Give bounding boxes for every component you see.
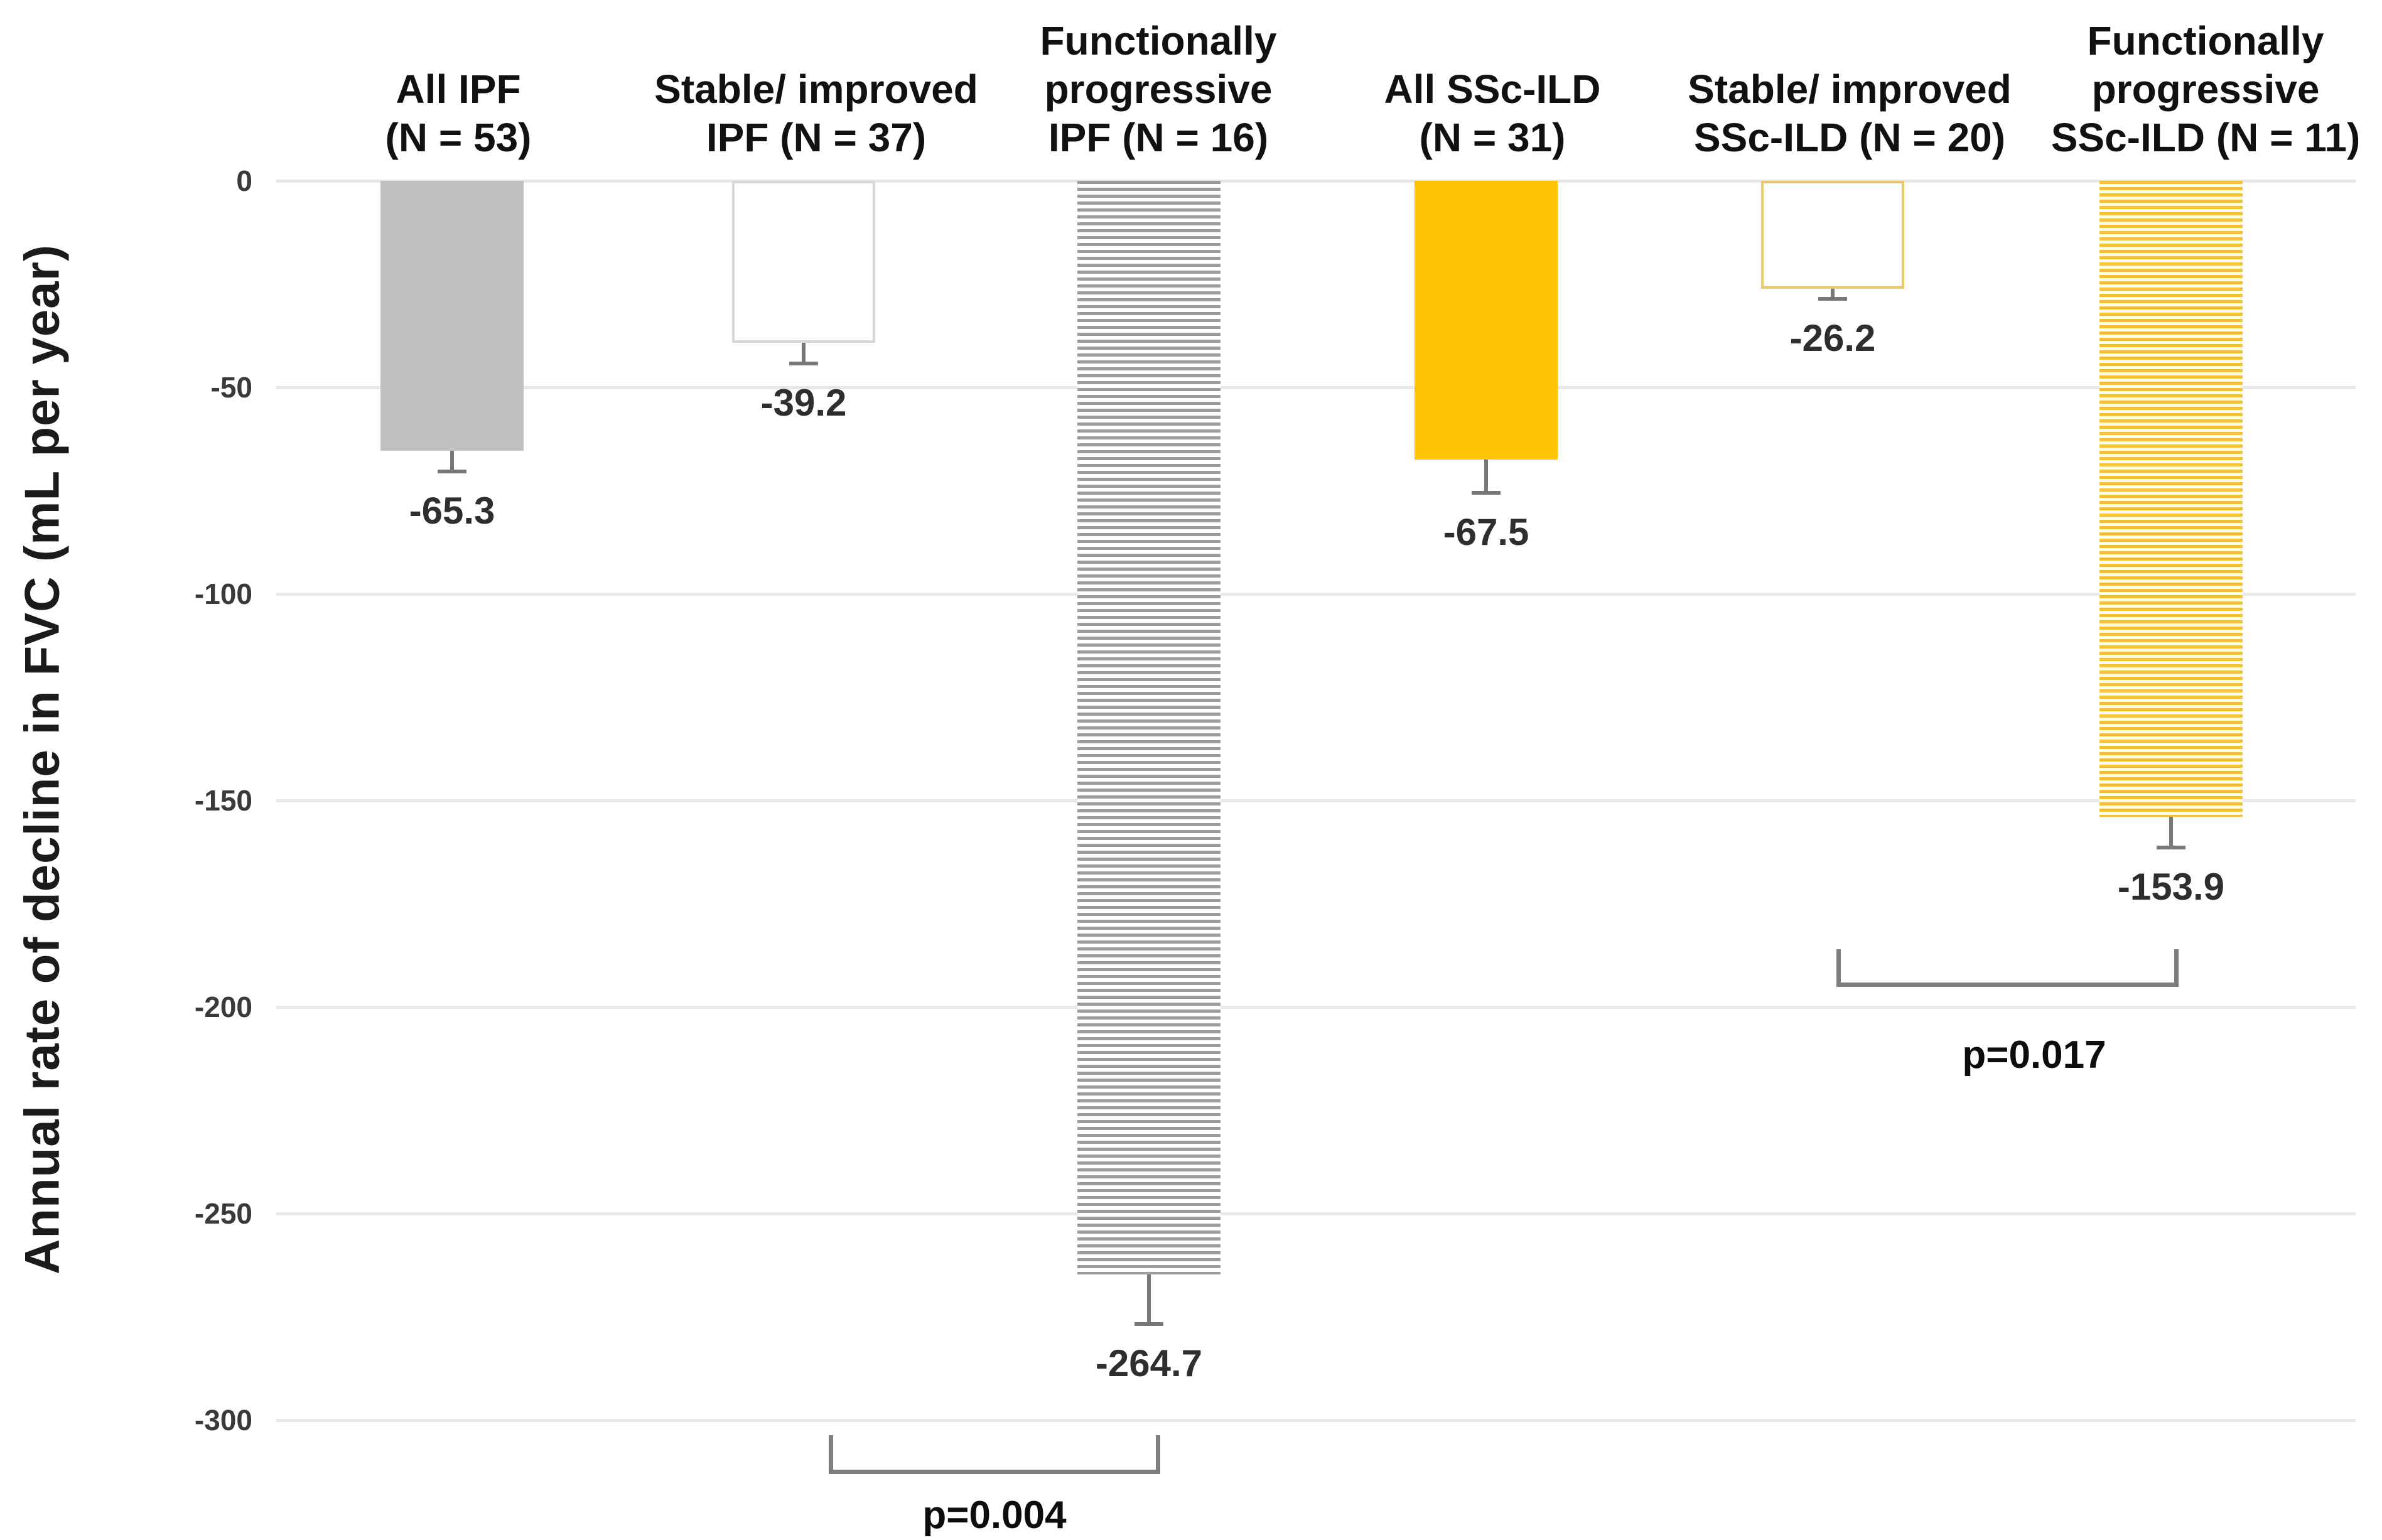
- y-tick-label: -300: [194, 1404, 252, 1436]
- bar-stripes-amber: [2099, 181, 2243, 817]
- bar-value-label: -153.9: [2117, 865, 2225, 908]
- bar-value-label: -65.3: [409, 489, 495, 532]
- error-bar-stem: [450, 450, 454, 471]
- y-tick-label: -200: [194, 991, 252, 1023]
- bar-value-label: -67.5: [1443, 511, 1529, 554]
- y-tick-label: -250: [194, 1197, 252, 1230]
- gridline: [276, 1006, 2356, 1009]
- bar-solid-amber: [1415, 181, 1558, 460]
- column-header: Functionally progressive IPF (N = 16): [1040, 18, 1277, 160]
- error-bar-cap: [2157, 845, 2185, 849]
- gridline: [276, 799, 2356, 802]
- significance-bracket: [829, 1435, 1160, 1474]
- error-bar-stem: [1147, 1274, 1151, 1324]
- gridline: [276, 386, 2356, 389]
- error-bar-stem: [2169, 816, 2173, 848]
- y-tick-label: 0: [236, 164, 252, 197]
- y-tick-label: -100: [194, 578, 252, 610]
- error-bar-stem: [802, 342, 806, 363]
- bar-outline-amber: [1761, 181, 1904, 289]
- error-bar-stem: [1484, 460, 1488, 493]
- bar-solid-gray: [380, 181, 524, 451]
- y-tick-label: -150: [194, 784, 252, 817]
- bar-outline-gray: [732, 181, 875, 343]
- y-axis-title: Annual rate of decline in FVC (mL per ye…: [14, 244, 70, 1275]
- significance-bracket: [1836, 949, 2179, 987]
- gridline: [276, 180, 2356, 183]
- column-header: Functionally progressive SSc-ILD (N = 11…: [2051, 18, 2361, 160]
- column-header: Stable/ improved SSc-ILD (N = 20): [1688, 67, 2012, 160]
- error-bar-stem: [1831, 289, 1835, 299]
- column-header: All SSc-ILD (N = 31): [1384, 67, 1601, 160]
- error-bar-cap: [1134, 1322, 1163, 1326]
- bar-stripes-gray: [1077, 181, 1221, 1274]
- error-bar-cap: [789, 361, 818, 365]
- gridline: [276, 1419, 2356, 1422]
- error-bar-cap: [1818, 297, 1847, 301]
- bar-value-label: -26.2: [1789, 317, 1876, 360]
- error-bar-cap: [438, 469, 466, 473]
- bar-value-label: -264.7: [1095, 1342, 1203, 1384]
- gridline: [276, 1212, 2356, 1215]
- p-value-label: p=0.017: [1962, 1033, 2106, 1077]
- p-value-label: p=0.004: [922, 1494, 1067, 1537]
- gridline: [276, 593, 2356, 596]
- error-bar-cap: [1472, 491, 1501, 495]
- y-tick-label: -50: [210, 371, 252, 404]
- column-header: Stable/ improved IPF (N = 37): [654, 67, 978, 160]
- bar-value-label: -39.2: [760, 381, 847, 424]
- column-header: All IPF (N = 53): [385, 67, 532, 160]
